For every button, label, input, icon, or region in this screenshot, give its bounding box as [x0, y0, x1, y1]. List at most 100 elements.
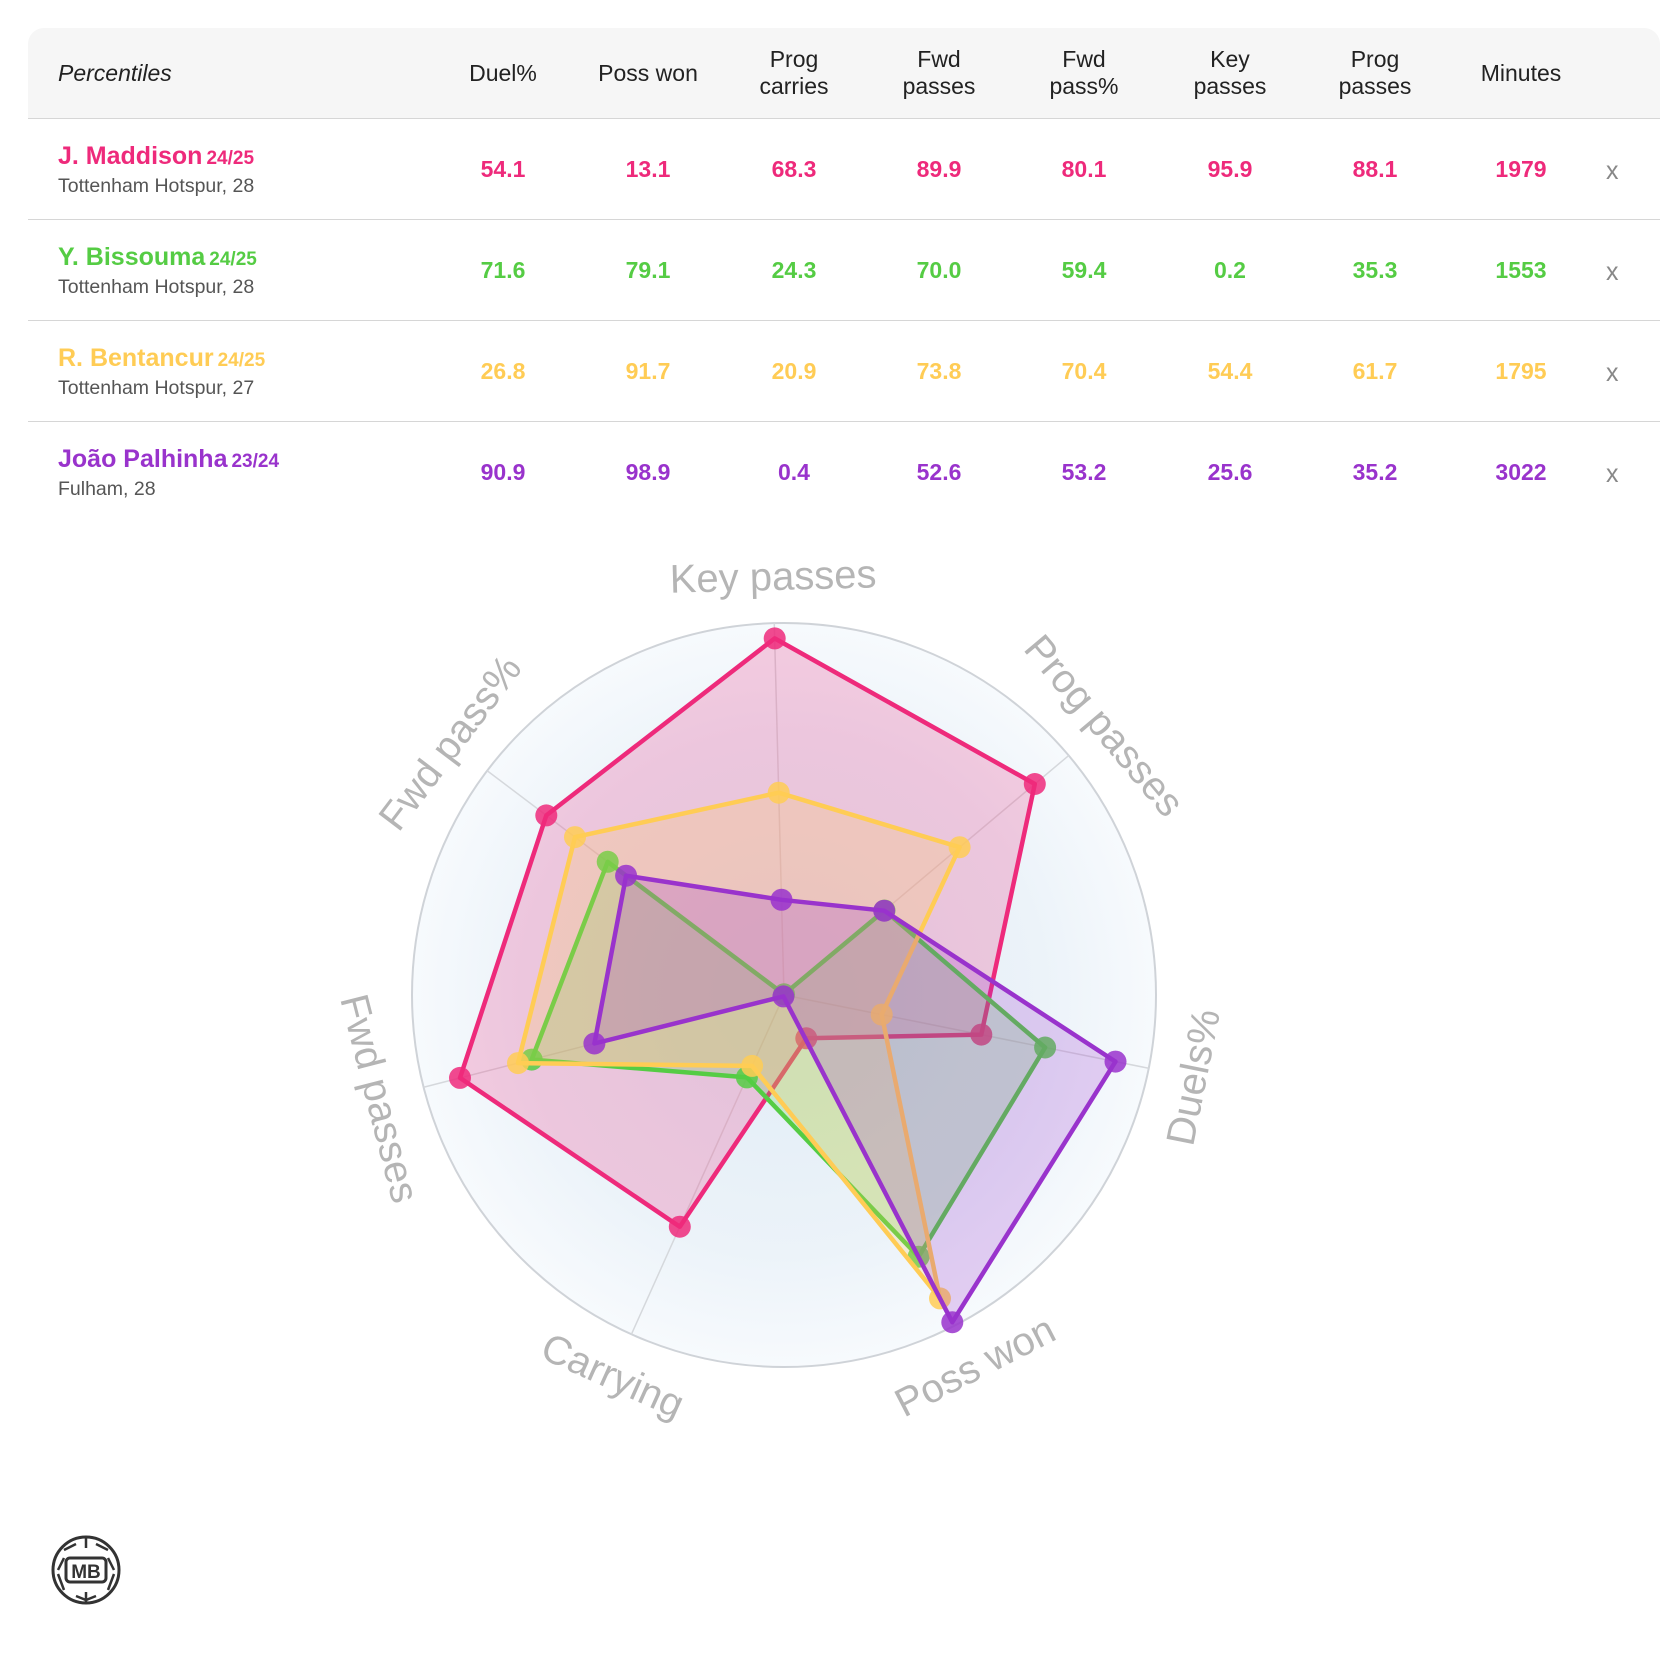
radar-point[interactable]	[772, 985, 795, 1008]
radar-point[interactable]	[1034, 1036, 1057, 1059]
radar-point[interactable]	[770, 888, 793, 911]
radar-series-0	[449, 627, 1046, 1238]
cell-fwd-pass-pct: 59.4	[1061, 257, 1107, 283]
cell-fwd-pass-pct: 70.4	[1061, 358, 1107, 384]
radar-point[interactable]	[763, 627, 786, 650]
cell-prog-passes: 88.1	[1352, 156, 1398, 182]
cell-duel-pct: 90.9	[480, 459, 526, 485]
remove-player-button[interactable]: x	[1606, 460, 1619, 488]
remove-player-button[interactable]: x	[1606, 258, 1619, 286]
radar-point[interactable]	[449, 1066, 471, 1089]
cell-fwd-passes: 52.6	[916, 459, 962, 485]
table-row-bissouma: Y. Bissouma 24/25 Tottenham Hotspur, 28 7…	[28, 220, 1660, 321]
table-row-maddison: J. Maddison 24/25 Tottenham Hotspur, 28 5…	[28, 119, 1660, 220]
radar-axis-label: Key passes	[669, 552, 877, 601]
cell-poss-won: 98.9	[625, 459, 671, 485]
cell-duel-pct: 71.6	[480, 257, 526, 283]
cell-prog-carries: 24.3	[771, 257, 817, 283]
cell-duel-pct: 54.1	[480, 156, 526, 182]
radar-outline	[457, 636, 1038, 1229]
percentiles-label: Percentiles	[58, 60, 172, 86]
player-season: 23/24	[231, 451, 280, 472]
mb-logo: MB	[51, 1535, 121, 1605]
radar-point[interactable]	[1104, 1050, 1127, 1073]
player-team-age: Tottenham Hotspur, 28	[58, 175, 255, 197]
col-header-minutes: Minutes	[1480, 59, 1562, 86]
radar-series-2	[507, 781, 971, 1310]
cell-poss-won: 91.7	[625, 358, 671, 384]
cell-poss-won: 13.1	[625, 156, 671, 182]
percentiles-table: Percentiles Duel% Poss won Prog carries …	[28, 28, 1660, 522]
radar-point[interactable]	[767, 781, 790, 804]
cell-minutes: 1795	[1495, 358, 1547, 384]
cell-fwd-pass-pct: 53.2	[1061, 459, 1107, 485]
radar-area	[518, 792, 960, 1299]
radar-point[interactable]	[741, 1054, 764, 1077]
player-season: 24/25	[217, 350, 266, 371]
radar-point[interactable]	[535, 804, 558, 827]
radar-point[interactable]	[615, 864, 638, 887]
cell-fwd-pass-pct: 80.1	[1061, 156, 1107, 182]
player-name[interactable]: João Palhinha 23/24	[58, 445, 280, 473]
col-header-fwd-pass-pct: Fwd pass%	[1049, 46, 1119, 99]
player-name[interactable]: Y. Bissouma 24/25	[58, 243, 257, 271]
cell-key-passes: 25.6	[1207, 459, 1253, 485]
table-header: Percentiles Duel% Poss won Prog carries …	[28, 28, 1660, 119]
col-header-duel-pct: Duel%	[469, 59, 537, 86]
radar-point[interactable]	[668, 1215, 691, 1238]
col-header-fwd-passes: Fwd passes	[902, 46, 976, 99]
cell-minutes: 1979	[1495, 156, 1547, 182]
radar-point[interactable]	[596, 850, 619, 873]
col-header-prog-passes: Prog passes	[1338, 46, 1412, 99]
cell-prog-passes: 35.2	[1352, 459, 1398, 485]
radar-point[interactable]	[970, 1023, 993, 1046]
player-name[interactable]: R. Bentancur 24/25	[58, 344, 266, 372]
col-header-key-passes: Key passes	[1193, 46, 1267, 99]
radar-outline	[592, 873, 1118, 1325]
cell-fwd-passes: 73.8	[916, 358, 962, 384]
cell-prog-carries: 0.4	[778, 459, 810, 485]
player-team-age: Tottenham Hotspur, 27	[58, 377, 255, 399]
radar-point[interactable]	[564, 826, 586, 849]
cell-key-passes: 0.2	[1214, 257, 1246, 283]
radar-point[interactable]	[870, 1003, 893, 1026]
player-name[interactable]: J. Maddison 24/25	[58, 142, 255, 170]
radar-point[interactable]	[507, 1052, 529, 1075]
col-header-prog-carries: Prog carries	[759, 46, 829, 99]
cell-key-passes: 54.4	[1207, 358, 1253, 384]
col-header-poss-won: Poss won	[598, 59, 698, 86]
radar-point[interactable]	[1023, 773, 1046, 795]
cell-minutes: 3022	[1495, 459, 1547, 485]
cell-prog-carries: 20.9	[771, 358, 817, 384]
radar-series-layer	[449, 627, 1127, 1334]
radar-area	[594, 875, 1116, 1323]
player-team-age: Fulham, 28	[58, 478, 156, 500]
cell-fwd-passes: 70.0	[916, 257, 962, 283]
radar-axis-label: Duels%	[1159, 1005, 1229, 1149]
remove-player-button[interactable]: x	[1606, 359, 1619, 387]
radar-outline	[515, 790, 962, 1301]
radar-point[interactable]	[941, 1311, 964, 1334]
radar-spoke	[783, 994, 1149, 1069]
cell-duel-pct: 26.8	[480, 358, 526, 384]
radar-spoke	[773, 623, 785, 996]
radar-series-3	[583, 864, 1127, 1334]
radar-point[interactable]	[948, 836, 971, 859]
cell-prog-passes: 35.3	[1352, 257, 1398, 283]
table-row-bentancur: R. Bentancur 24/25 Tottenham Hotspur, 27 …	[28, 321, 1660, 422]
radar-point[interactable]	[583, 1032, 606, 1055]
radar-area	[531, 861, 1046, 1257]
radar-point[interactable]	[873, 899, 896, 922]
table-row-palhinha: João Palhinha 23/24 Fulham, 28 90.9 98.9 …	[28, 422, 1660, 522]
player-season: 24/25	[209, 249, 257, 270]
cell-minutes: 1553	[1495, 257, 1547, 283]
cell-key-passes: 95.9	[1207, 156, 1253, 182]
radar-area	[460, 638, 1035, 1227]
remove-player-button[interactable]: x	[1606, 157, 1619, 185]
cell-prog-carries: 68.3	[771, 156, 817, 182]
player-season: 24/25	[206, 148, 255, 169]
radar-spoke	[630, 994, 785, 1335]
cell-prog-passes: 61.7	[1352, 358, 1398, 384]
cell-poss-won: 79.1	[625, 257, 671, 283]
